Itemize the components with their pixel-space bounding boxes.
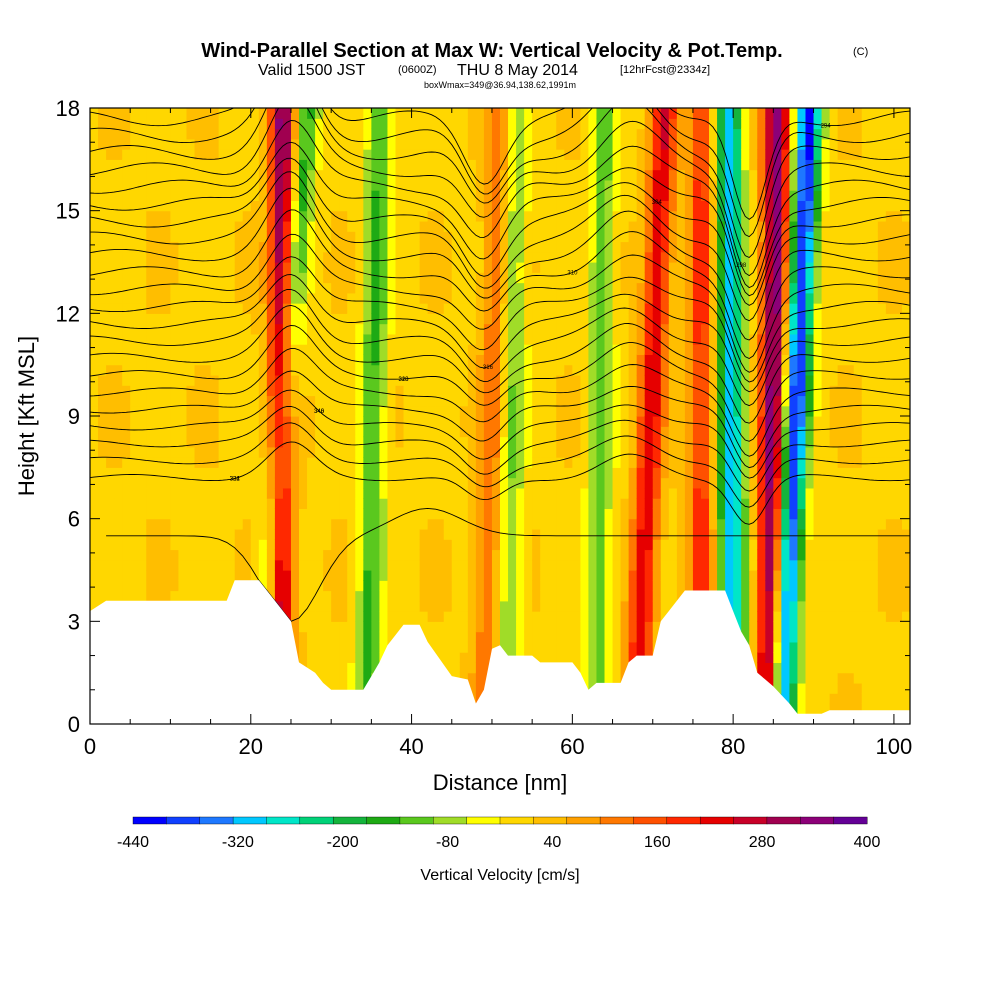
colorbar-swatch (299, 816, 334, 825)
theta-contour-line (90, 325, 910, 442)
theta-contour-line (90, 256, 910, 383)
theta-contour-line (90, 108, 910, 259)
colorbar-tick-label: -320 (222, 834, 254, 851)
theta-contour-line (90, 171, 910, 322)
colorbar-swatch (132, 816, 167, 825)
colorbar-swatch (699, 816, 735, 825)
y-axis-title: Height [Kft MSL] (14, 336, 39, 496)
y-tick-label: 18 (56, 96, 80, 121)
theta-contour-line (90, 120, 910, 289)
theta-contour-line (90, 304, 910, 424)
colorbar-swatch (399, 816, 434, 825)
x-tick-label: 20 (239, 734, 263, 759)
x-tick-label: 40 (399, 734, 423, 759)
contour-label: 310 (567, 271, 578, 277)
terrain-mask (90, 580, 910, 724)
contour-label: 346 (314, 409, 325, 415)
contour-label: 322 (230, 476, 241, 482)
forecast-info: [12hrFcst@2334z] (620, 64, 710, 76)
colorbar-tick-label: 160 (644, 834, 671, 851)
x-axis-title: Distance [nm] (433, 770, 568, 795)
colorbar-swatch (232, 816, 267, 825)
theta-contour-line (90, 370, 910, 469)
colorbar-swatch (566, 816, 601, 825)
colorbar-tick-label: -80 (436, 834, 459, 851)
x-tick-label: 60 (560, 734, 584, 759)
y-tick-label: 12 (56, 301, 80, 326)
chart-title: Wind-Parallel Section at Max W: Vertical… (201, 40, 782, 62)
copyright-mark: (C) (853, 46, 868, 58)
theta-contour-line (90, 209, 910, 360)
theta-contour-line (90, 233, 910, 373)
theta-contour-line (106, 507, 910, 622)
theta-contour-line (90, 108, 910, 220)
contour-label: 316 (483, 365, 494, 371)
colorbar: -440 -320 -200 -80 40 160 280 400 (117, 816, 881, 851)
theta-contour-line (90, 441, 910, 525)
colorbar-swatch (332, 816, 368, 825)
contour-label: 304 (652, 200, 663, 206)
colorbar-swatch (766, 816, 801, 825)
y-tick-label: 6 (68, 507, 80, 532)
y-tick-label: 3 (68, 609, 80, 634)
valid-utc: (0600Z) (398, 64, 437, 76)
contour-label: 294 (821, 123, 832, 129)
colorbar-tick-label: 40 (544, 834, 562, 851)
plot-area: 334 340 328 316 310 304 298 294 322 346 318 (90, 108, 910, 724)
theta-contour-line (90, 405, 910, 492)
colorbar-swatch (266, 816, 301, 825)
valid-prefix: Valid 1500 JST (258, 62, 366, 79)
colorbar-swatch (666, 816, 701, 825)
theta-contour-line (90, 288, 910, 407)
colorbar-tick-label: -200 (327, 834, 359, 851)
colorbar-swatch (433, 816, 468, 825)
theta-contour-line (90, 274, 910, 393)
contour-label: 340 (314, 409, 325, 415)
theta-contour-line (90, 348, 910, 457)
colorbar-swatch (499, 816, 534, 825)
x-tick-label: 100 (876, 734, 913, 759)
contour-label: 298 (736, 263, 747, 269)
theta-contour-line (90, 108, 910, 277)
colorbar-swatch (533, 816, 568, 825)
colorbar-swatch (833, 816, 868, 825)
theta-contour-line (90, 187, 910, 341)
box-info: boxWmax=349@36.94,138.62,1991m (424, 80, 576, 90)
colorbar-swatch (466, 816, 501, 825)
theta-contour-line (90, 141, 910, 297)
colorbar-swatch (633, 816, 668, 825)
contour-label: 328 (398, 377, 409, 383)
theta-contour-line (90, 157, 910, 306)
x-tick-label: 80 (721, 734, 745, 759)
axes: 0 20 40 60 80 100 0 3 6 9 12 15 18 (56, 96, 913, 759)
vertical-velocity-field (90, 108, 910, 724)
colorbar-tick-label: -440 (117, 834, 149, 851)
colorbar-swatch (800, 816, 835, 825)
colorbar-tick-label: 400 (854, 834, 881, 851)
colorbar-title: Vertical Velocity [cm/s] (420, 867, 579, 884)
y-tick-label: 9 (68, 404, 80, 429)
potential-temperature-contours: 334 340 328 316 310 304 298 294 322 346 318 (90, 108, 910, 622)
colorbar-swatch (599, 816, 634, 825)
contour-label: 318 (398, 377, 409, 383)
theta-contour-line (90, 389, 910, 479)
colorbar-swatch (366, 816, 401, 825)
y-tick-label: 0 (68, 712, 80, 737)
theta-contour-line (90, 108, 910, 238)
valid-date: THU 8 May 2014 (457, 62, 578, 79)
colorbar-swatch (733, 816, 768, 825)
contour-label: 334 (230, 476, 241, 482)
theta-contour-line (90, 422, 910, 508)
colorbar-swatch (166, 816, 201, 825)
colorbar-tick-label: 280 (749, 834, 776, 851)
colorbar-swatch (199, 816, 234, 825)
y-tick-label: 15 (56, 199, 80, 224)
x-tick-label: 0 (84, 734, 96, 759)
